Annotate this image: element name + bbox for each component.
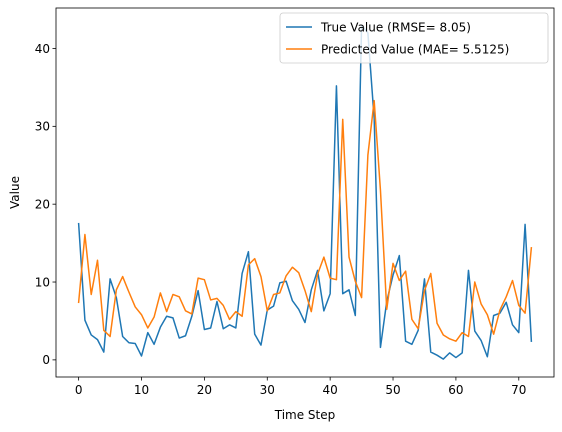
y-axis-label: Value: [8, 176, 22, 209]
legend-box: [279, 12, 549, 64]
x-tick-label: 20: [197, 383, 212, 397]
x-tick-label: 40: [323, 383, 338, 397]
series-line-true-value: [77, 24, 533, 360]
y-axis: 0 10 20 30 40: [35, 42, 56, 367]
x-axis: 0 10 20 30 40 50 60 70: [75, 377, 526, 397]
legend: True Value (RMSE= 8.05) Predicted Value …: [279, 12, 549, 64]
y-tick-label: 30: [35, 120, 50, 134]
plot-lines: [77, 24, 533, 360]
x-tick-label: 0: [75, 383, 83, 397]
y-tick-label: 10: [35, 275, 50, 289]
x-tick-label: 30: [260, 383, 275, 397]
y-tick-label: 0: [42, 353, 50, 367]
legend-label-predicted: Predicted Value (MAE= 5.5125): [321, 43, 509, 57]
x-tick-label: 10: [134, 383, 149, 397]
series-line-predicted-value: [77, 99, 533, 342]
x-tick-label: 50: [385, 383, 400, 397]
x-tick-label: 70: [511, 383, 526, 397]
y-tick-label: 40: [35, 42, 50, 56]
legend-label-true: True Value (RMSE= 8.05): [320, 21, 471, 35]
x-tick-label: 60: [448, 383, 463, 397]
x-axis-label: Time Step: [274, 408, 336, 422]
y-tick-label: 20: [35, 197, 50, 211]
plot-frame: [55, 7, 555, 378]
